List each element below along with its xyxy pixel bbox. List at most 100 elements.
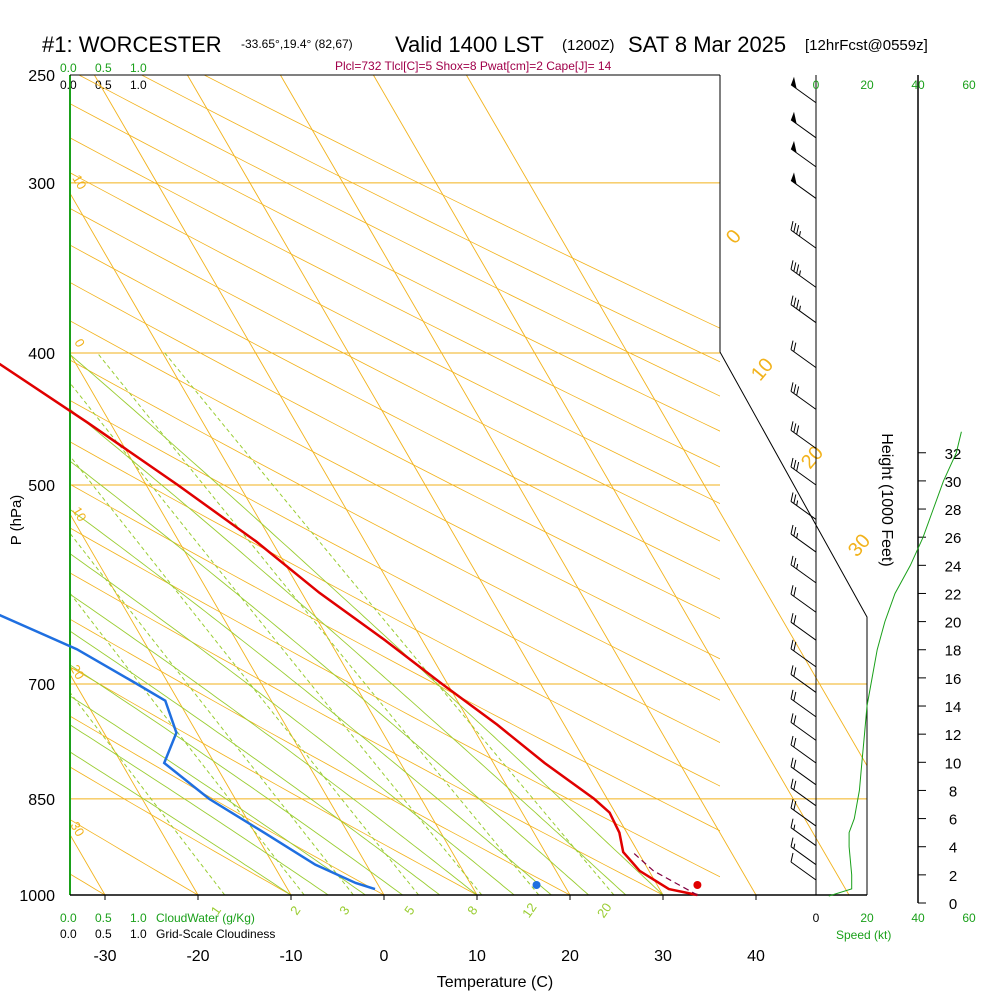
barb-full bbox=[796, 425, 800, 435]
barb-full bbox=[790, 585, 794, 595]
station-coords: -33.65°,19.4° (82,67) bbox=[241, 37, 353, 51]
dry-adiabat bbox=[70, 282, 720, 620]
speed-tick-bottom: 20 bbox=[860, 911, 874, 925]
barb-full bbox=[793, 587, 797, 597]
barb-shaft bbox=[790, 533, 817, 553]
wind-barb bbox=[790, 340, 817, 369]
dry-adiabat bbox=[70, 527, 720, 878]
barb-full bbox=[790, 613, 794, 623]
wind-barb bbox=[790, 421, 817, 449]
bottom-scale-green-0: 0.0 bbox=[60, 911, 77, 925]
wind-barb bbox=[790, 818, 817, 847]
barb-full bbox=[790, 492, 794, 502]
barb-full bbox=[793, 759, 797, 769]
isotherm-label-right: 20 bbox=[797, 442, 828, 473]
barb-shaft bbox=[790, 674, 817, 693]
barb-full bbox=[790, 735, 794, 746]
surface-temperature-point bbox=[693, 881, 702, 889]
x-axis-title: Temperature (C) bbox=[437, 974, 553, 991]
height-tick-label: 28 bbox=[945, 502, 962, 519]
barb-shaft bbox=[790, 744, 817, 764]
barb-shaft bbox=[790, 593, 817, 613]
pressure-label: 400 bbox=[28, 346, 55, 363]
mixing-ratio-label: 3 bbox=[336, 903, 352, 918]
height-tick-label: 10 bbox=[945, 755, 962, 772]
top-scale-black-2: 1.0 bbox=[130, 78, 147, 92]
isotherm-label-left: 30 bbox=[67, 819, 87, 839]
barb-half bbox=[796, 533, 799, 539]
wind-barb bbox=[790, 260, 817, 288]
mixing-ratio-line bbox=[70, 532, 354, 895]
barb-full bbox=[793, 615, 797, 625]
bottom-scale-green-2: 1.0 bbox=[130, 911, 147, 925]
wind-barb bbox=[790, 111, 817, 139]
height-tick-label: 0 bbox=[949, 896, 957, 913]
moist-adiabat bbox=[70, 751, 292, 895]
barb-full bbox=[790, 713, 794, 723]
mixing-ratio-labels: 1 2 3 5 8 12 20 bbox=[208, 900, 615, 920]
barb-full bbox=[793, 526, 797, 537]
dry-adiabat bbox=[70, 399, 720, 743]
barb-shaft bbox=[790, 861, 817, 881]
valid-date: SAT 8 Mar 2025 bbox=[628, 32, 786, 57]
height-tick-label: 24 bbox=[945, 558, 962, 575]
x-tick-label: -30 bbox=[93, 948, 116, 965]
barb-flag bbox=[791, 76, 797, 89]
wind-barb bbox=[790, 639, 817, 668]
y-axis-title: P (hPa) bbox=[8, 495, 25, 546]
barb-full bbox=[796, 299, 800, 309]
bottom-scale-black-1: 0.5 bbox=[95, 927, 112, 941]
speed-tick-top: 60 bbox=[962, 78, 976, 92]
moist-adiabat bbox=[70, 460, 589, 895]
x-tick-label: -20 bbox=[186, 948, 209, 965]
isotherm-line bbox=[0, 75, 12, 895]
speed-tick-bottom: 0 bbox=[813, 911, 820, 925]
barb-full bbox=[793, 780, 797, 790]
barb-half bbox=[798, 270, 801, 276]
height-tick-label: 2 bbox=[949, 868, 957, 885]
barb-full bbox=[790, 852, 794, 863]
dry-adiabat bbox=[70, 103, 720, 432]
barb-full bbox=[790, 798, 794, 809]
dry-adiabat bbox=[70, 208, 720, 542]
barb-shaft bbox=[790, 429, 817, 449]
moist-adiabat bbox=[70, 695, 366, 895]
dry-adiabat bbox=[140, 75, 720, 363]
barb-shaft bbox=[790, 827, 817, 847]
moist-adiabat bbox=[70, 724, 329, 895]
barb-full bbox=[790, 778, 794, 788]
height-tick-label: 4 bbox=[949, 840, 957, 857]
barb-full bbox=[790, 295, 794, 305]
barb-flag bbox=[791, 111, 797, 124]
mixing-ratio-label: 2 bbox=[287, 903, 303, 918]
barb-full bbox=[793, 262, 797, 272]
height-tick-label: 18 bbox=[945, 643, 962, 660]
moist-adiabat bbox=[70, 508, 552, 895]
pressure-label: 850 bbox=[28, 792, 55, 809]
barb-full bbox=[790, 757, 794, 767]
bottom-scale-black-0: 0.0 bbox=[60, 927, 77, 941]
barb-full bbox=[793, 800, 797, 811]
wind-barb bbox=[790, 172, 817, 199]
isotherm-label-right: 30 bbox=[844, 530, 875, 561]
height-tick-label: 20 bbox=[945, 615, 962, 632]
wind-barb bbox=[790, 457, 817, 486]
barb-full bbox=[796, 386, 800, 396]
dry-adiabat bbox=[70, 819, 199, 895]
pressure-label: 250 bbox=[28, 68, 55, 85]
isotherm-label-left: 0 bbox=[71, 336, 88, 350]
barb-full bbox=[790, 340, 794, 350]
surface-dewpoint-point bbox=[532, 881, 541, 889]
x-tick-label: 20 bbox=[561, 948, 579, 965]
barb-full bbox=[790, 221, 794, 231]
sounding-profiles bbox=[0, 362, 702, 897]
isotherm-label-right: 0 bbox=[722, 226, 746, 249]
barb-full bbox=[793, 557, 797, 568]
moist-adiabat bbox=[70, 553, 515, 895]
mixing-ratio-label: 12 bbox=[519, 900, 540, 920]
dry-adiabat bbox=[70, 320, 720, 660]
x-tick-label: 30 bbox=[654, 948, 672, 965]
height-axis-title: Height (1000 Feet) bbox=[878, 433, 895, 566]
wind-barb bbox=[790, 837, 817, 866]
barb-shaft bbox=[790, 268, 817, 288]
